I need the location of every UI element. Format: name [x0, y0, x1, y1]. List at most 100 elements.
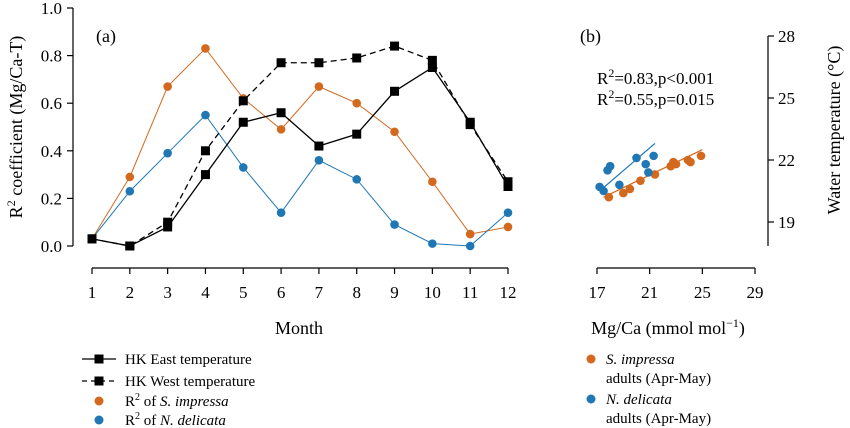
- series-point-delicata: [390, 220, 399, 229]
- series-point-west: [163, 217, 173, 227]
- series-point-west: [238, 96, 248, 106]
- annotation-impressa-text: =0.83,p<0.001: [614, 69, 714, 88]
- panel-a-y-axis-title: R2 coefficient (Mg/Ca-T): [4, 36, 27, 219]
- legend-item-delicata: R2 of N. delicata: [94, 411, 226, 428]
- series-point-east: [427, 63, 437, 72]
- panel-a-y-tick-label: 0.6: [41, 94, 62, 113]
- series-point-delicata: [503, 208, 513, 217]
- legend-east-marker: [94, 354, 104, 364]
- legend-delicata-of: of: [140, 413, 160, 428]
- series-point-west: [276, 58, 286, 68]
- fit-line-delicata: [599, 143, 656, 192]
- series-point-delicata: [238, 163, 248, 172]
- panel-b-x-tick-label: 25: [694, 283, 711, 302]
- panel-a-x-tick-label: 10: [424, 283, 441, 302]
- legend-item-east: HK East temperature: [82, 352, 252, 368]
- panel-a-y-axis-title-prefix: R: [6, 206, 26, 218]
- legend-b-delicata-species: N. delicata: [605, 392, 672, 408]
- panel-a-x-tick-label: 1: [88, 283, 97, 302]
- annotation-delicata-prefix: R: [597, 90, 609, 109]
- panel-b-x-ticks: 17 21 25 29: [589, 268, 764, 302]
- annotation-impressa: R2=0.83,p<0.001: [597, 66, 714, 88]
- legend-a: HK East temperature HK West temperature …: [82, 352, 255, 428]
- legend-delicata-label: R2 of N. delicata: [125, 411, 226, 428]
- series-point-impressa: [465, 229, 475, 239]
- panel-b-x-tick-label: 17: [589, 283, 607, 302]
- series-point-east: [276, 108, 286, 118]
- panel-a-y-axis-title-sup: 2: [4, 200, 18, 206]
- panel-b-y-tick-label: 19: [778, 213, 795, 232]
- annotation-delicata-sup: 2: [608, 87, 614, 101]
- series-point-west: [125, 241, 135, 251]
- panel-a-y-tick-label: 0.8: [41, 47, 62, 66]
- legend-west-label: HK West temperature: [125, 374, 255, 390]
- legend-b-impressa-species: S. impressa: [606, 352, 675, 368]
- legend-b: S. impressa adults (Apr-May) N. delicata…: [586, 352, 711, 427]
- panel-b-label: (b): [580, 26, 601, 47]
- annotation-delicata-text: =0.55,p=0.015: [614, 90, 714, 109]
- scatter-point-impressa: [696, 151, 706, 161]
- series-point-impressa: [201, 44, 210, 53]
- panel-b-x-tick-label: 21: [641, 283, 658, 302]
- panel-b-y-tick-label: 28: [778, 27, 795, 46]
- legend-item-west: HK West temperature: [82, 374, 255, 390]
- series-line-east: [91, 66, 509, 247]
- scatter-point-delicata: [644, 168, 653, 177]
- scatter-point-impressa: [686, 157, 695, 167]
- series-point-east: [238, 117, 248, 127]
- panel-a-series-lines: [91, 45, 509, 247]
- legend-b-impressa-sub: adults (Apr-May): [606, 371, 711, 387]
- series-point-west: [314, 58, 324, 68]
- scatter-point-impressa: [671, 159, 681, 169]
- series-point-west: [427, 55, 437, 65]
- series-point-west: [390, 41, 400, 51]
- series-point-delicata: [465, 241, 475, 251]
- series-point-impressa: [428, 177, 437, 187]
- panel-b-y-axis-title: Water temperature (°C): [824, 46, 845, 215]
- panel-a-x-tick-label: 9: [390, 283, 399, 302]
- series-point-impressa: [390, 127, 399, 137]
- panel-b: (b) Mg/Ca (mmol mol−1) Water temperature…: [580, 26, 845, 339]
- series-point-impressa: [276, 125, 286, 134]
- series-line-west: [91, 45, 509, 247]
- legend-b-delicata-sub: adults (Apr-May): [606, 411, 711, 427]
- scatter-point-impressa: [636, 176, 645, 185]
- panel-a-x-tick-label: 11: [462, 283, 478, 302]
- series-point-east: [200, 170, 210, 180]
- series-point-impressa: [314, 82, 324, 91]
- series-point-delicata: [276, 208, 286, 217]
- panel-b-points: [595, 151, 706, 202]
- legend-impressa-sup: 2: [135, 392, 140, 403]
- annotation-impressa-sup: 2: [608, 66, 614, 80]
- series-point-impressa: [125, 172, 135, 182]
- panel-a-x-ticks: 1 2 3 4 5 6 7 8 9 10 11 12: [88, 268, 517, 302]
- panel-b-y-ticks: 19 22 25 28: [768, 27, 795, 232]
- legend-b-impressa-marker: [586, 354, 596, 364]
- panel-a-x-tick-label: 7: [315, 283, 324, 302]
- scatter-point-impressa: [625, 184, 635, 194]
- series-point-delicata: [201, 110, 210, 120]
- scatter-point-delicata: [605, 161, 615, 171]
- panel-a-y-tick-label: 0.2: [41, 189, 62, 208]
- panel-a-x-tick-label: 6: [277, 283, 286, 302]
- series-point-delicata: [352, 175, 362, 184]
- panel-b-x-tick-label: 29: [747, 283, 764, 302]
- legend-b-item-impressa: S. impressa adults (Apr-May): [586, 352, 711, 387]
- panel-a-x-tick-label: 12: [500, 283, 517, 302]
- panel-a-y-tick-label: 0.4: [41, 142, 63, 161]
- scatter-point-delicata: [632, 153, 641, 163]
- panel-b-y-tick-label: 22: [778, 151, 795, 170]
- series-point-east: [352, 129, 362, 139]
- panel-a-x-tick-label: 3: [163, 283, 172, 302]
- legend-east-label: HK East temperature: [125, 352, 252, 368]
- legend-impressa-species: S. impressa: [160, 394, 229, 410]
- series-line-delicata: [91, 114, 509, 247]
- annotation-impressa-prefix: R: [597, 69, 609, 88]
- series-point-west: [503, 177, 513, 187]
- panel-a-x-tick-label: 5: [239, 283, 248, 302]
- annotation-delicata: R2=0.55,p=0.015: [597, 87, 714, 109]
- series-point-west: [352, 53, 362, 63]
- panel-a-y-axis-title-suffix: coefficient (Mg/Ca-T): [6, 36, 27, 201]
- panel-b-x-axis-title: Mg/Ca (mmol mol−1): [591, 316, 745, 339]
- legend-west-marker: [94, 376, 104, 386]
